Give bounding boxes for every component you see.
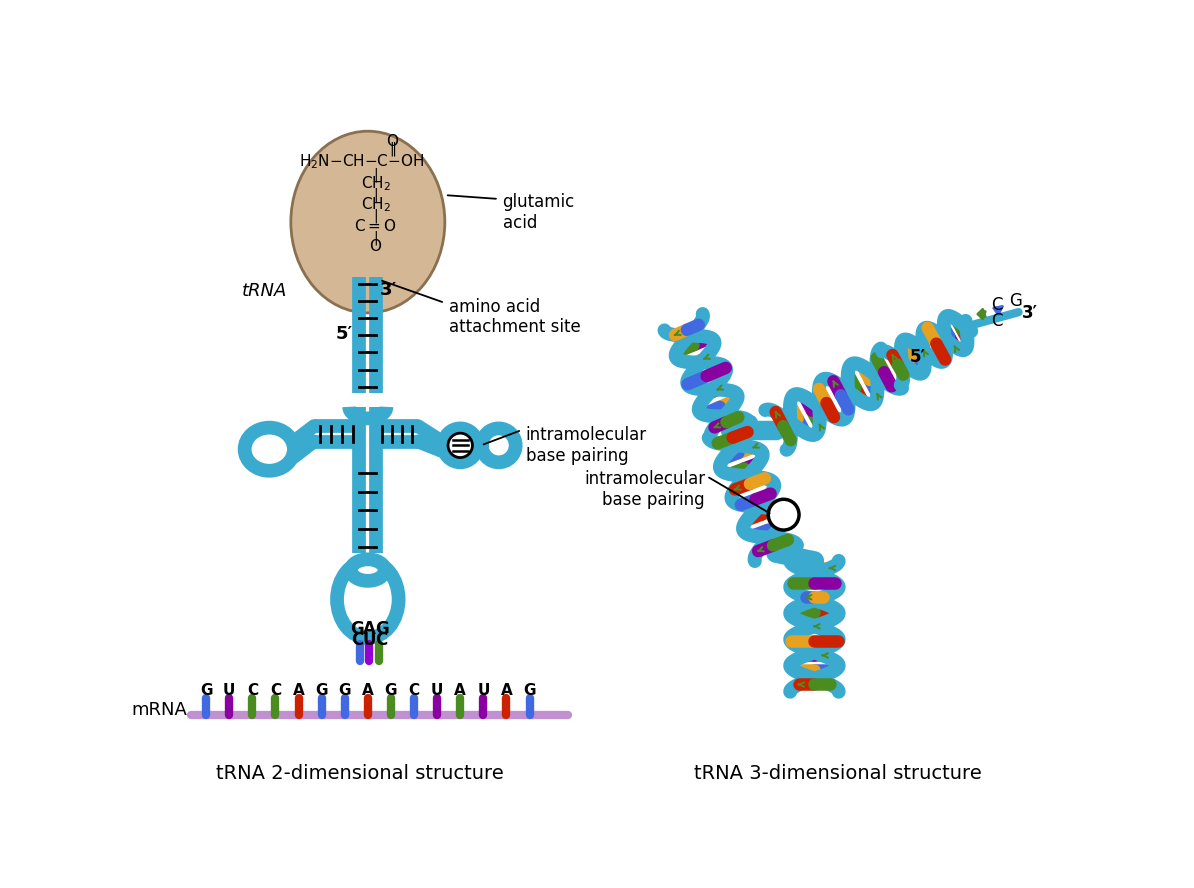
Text: A: A — [362, 683, 374, 698]
Text: tRNA 2-dimensional structure: tRNA 2-dimensional structure — [216, 764, 504, 783]
Text: C: C — [376, 631, 388, 649]
Text: C: C — [351, 631, 363, 649]
Text: G: G — [375, 621, 388, 638]
Text: intramolecular
base pairing: intramolecular base pairing — [525, 426, 647, 465]
Text: U: U — [478, 683, 490, 698]
Ellipse shape — [291, 131, 445, 313]
Text: H$_2$N$-$CH$-$C$-$OH: H$_2$N$-$CH$-$C$-$OH — [298, 153, 424, 171]
Text: intramolecular
base pairing: intramolecular base pairing — [584, 470, 706, 509]
Text: C: C — [991, 312, 1003, 329]
Text: 3′: 3′ — [380, 281, 396, 298]
Text: tRNA: tRNA — [241, 282, 287, 300]
Text: A: A — [293, 683, 304, 698]
Text: |: | — [374, 209, 377, 223]
Text: ‖: ‖ — [389, 142, 396, 156]
Text: CH$_2$: CH$_2$ — [361, 174, 390, 193]
Text: |: | — [374, 167, 377, 181]
Text: C: C — [247, 683, 258, 698]
Text: C: C — [408, 683, 419, 698]
Ellipse shape — [351, 559, 384, 581]
Text: G: G — [1009, 291, 1022, 310]
Text: 5′: 5′ — [910, 348, 927, 366]
Text: 5′: 5′ — [336, 325, 353, 343]
Text: |: | — [374, 188, 377, 202]
Text: tRNA 3-dimensional structure: tRNA 3-dimensional structure — [694, 764, 981, 783]
Text: A: A — [455, 683, 466, 698]
Text: G: G — [384, 683, 398, 698]
Circle shape — [448, 433, 473, 457]
Text: G: G — [338, 683, 351, 698]
Text: CH$_2$: CH$_2$ — [361, 195, 390, 214]
Text: 3′: 3′ — [1022, 304, 1039, 322]
Text: O: O — [387, 134, 399, 148]
Text: amino acid
attachment site: amino acid attachment site — [449, 297, 580, 337]
Text: C: C — [270, 683, 281, 698]
Text: |: | — [374, 230, 377, 245]
Text: G: G — [315, 683, 328, 698]
Text: U: U — [431, 683, 443, 698]
Ellipse shape — [245, 428, 294, 471]
Text: C: C — [991, 297, 1003, 314]
Ellipse shape — [482, 428, 516, 463]
Text: A: A — [363, 621, 376, 638]
Ellipse shape — [337, 561, 399, 638]
Text: O: O — [369, 239, 382, 254]
Text: G: G — [523, 683, 536, 698]
Text: mRNA: mRNA — [131, 701, 187, 718]
Text: C$=$O: C$=$O — [355, 218, 396, 234]
Circle shape — [768, 499, 799, 530]
Text: A: A — [500, 683, 512, 698]
Text: U: U — [363, 631, 376, 649]
Text: U: U — [223, 683, 235, 698]
Text: glutamic
acid: glutamic acid — [503, 193, 574, 232]
Text: G: G — [350, 621, 364, 638]
Text: G: G — [199, 683, 213, 698]
